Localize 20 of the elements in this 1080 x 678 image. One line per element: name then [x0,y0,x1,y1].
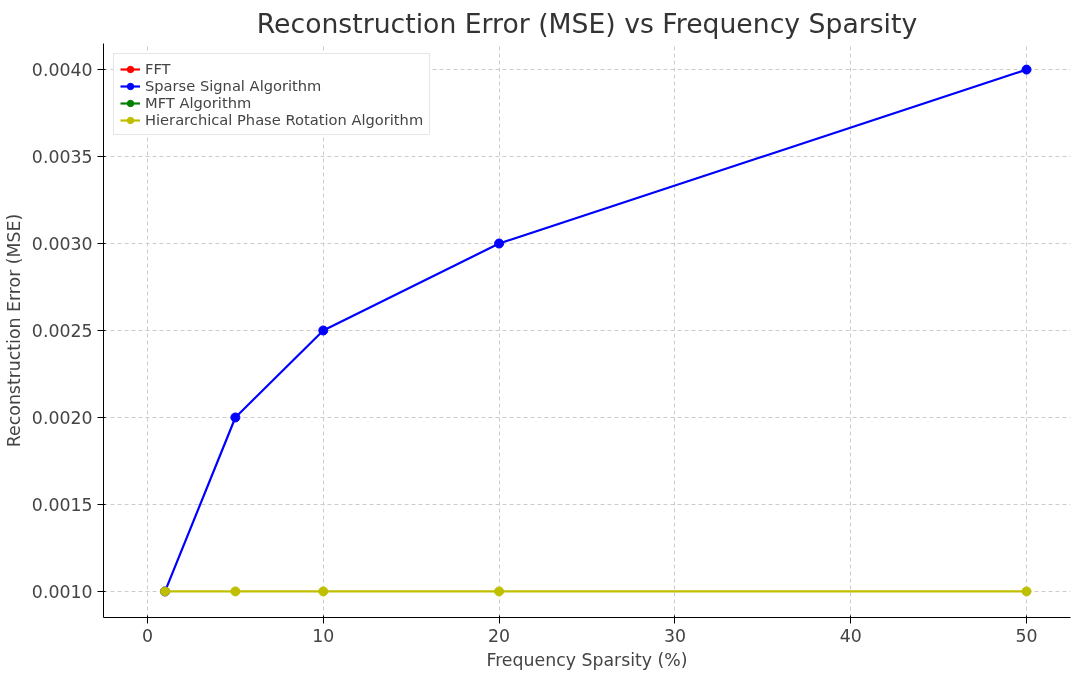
x-tick-label: 0 [141,625,153,646]
y-tick-label: 0.0035 [31,147,93,168]
x-tick-label: 40 [839,625,862,646]
x-tick-label: 20 [488,625,511,646]
y-axis-title: Reconstruction Error (MSE) [3,213,24,448]
x-axis-title: Frequency Sparsity (%) [486,649,688,670]
x-tick-label: 50 [1015,625,1038,646]
y-tick-label: 0.0025 [31,321,93,341]
chart-title: Reconstruction Error (MSE) vs Frequency Sparsity [256,7,918,39]
y-tick-label: 0.0020 [31,407,93,428]
x-tick-label: 30 [663,625,686,646]
legend-label: Hierarchical Phase Rotation Algorithm [145,111,424,128]
y-tick-label: 0.0010 [31,581,93,602]
y-tick-label: 0.0040 [31,60,93,81]
y-tick-label: 0.0015 [31,494,93,515]
y-tick-label: 0.0030 [31,234,93,255]
legend-label: Sparse Signal Algorithm [145,77,322,94]
legend-label: MFT Algorithm [145,94,252,111]
x-tick-label: 10 [312,625,335,646]
legend-label: FFT [145,60,171,77]
